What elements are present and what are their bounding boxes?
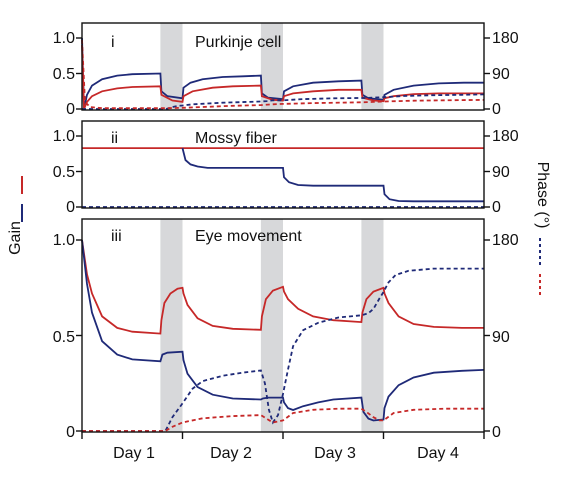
tick-label-left-iii-mid: 0.5 — [53, 329, 75, 346]
shaded-gap-i-2 — [260, 23, 283, 110]
tick-label-left-iii-bottom: 0 — [66, 424, 75, 441]
tick-label-left-i-mid: 0.5 — [53, 66, 75, 83]
tick-label-right-iii-bottom: 0 — [492, 424, 501, 441]
x-tick-label-day4: Day 4 — [417, 445, 459, 462]
panel-frame-ii — [81, 120, 485, 209]
x-tick-label-day1: Day 1 — [113, 445, 155, 462]
shaded-gap-iii-1 — [160, 219, 183, 432]
tick-label-left-ii-mid: 0.5 — [53, 164, 75, 181]
tick-label-left-iii-top: 1.0 — [53, 232, 75, 249]
shaded-gap-iii-3 — [361, 219, 384, 432]
series-i-red-phase-line — [81, 39, 485, 110]
gain-axis-label: Gain — [7, 221, 24, 255]
series-iii-blue-phase-line — [82, 267, 484, 432]
tick-label-right-ii-top: 180 — [492, 128, 519, 145]
shaded-gap-i-1 — [160, 23, 183, 110]
x-tick-label-day2: Day 2 — [210, 445, 252, 462]
series-i-blue-phase-line — [82, 93, 485, 110]
panel-label-i: i — [111, 34, 115, 51]
tick-label-right-iii-mid: 90 — [492, 329, 510, 346]
shaded-gap-iii-2 — [260, 219, 283, 432]
tick-label-left-ii-top: 1.0 — [53, 128, 75, 145]
tick-label-right-ii-bottom: 0 — [492, 199, 501, 216]
axes-layer — [76, 22, 490, 439]
series-iii-blue-gain-line — [81, 239, 485, 422]
tick-label-right-i-mid: 90 — [492, 66, 510, 83]
tick-label-left-i-bottom: 0 — [66, 101, 75, 118]
panel-label-iii: iii — [111, 228, 122, 245]
panel-title-eye: Eye movement — [195, 228, 302, 245]
panel-title-purkinje: Purkinje cell — [195, 34, 281, 51]
tick-label-right-ii-mid: 90 — [492, 164, 510, 181]
series-iii-red-gain-line — [81, 239, 484, 335]
panel-label-ii: ii — [111, 130, 118, 147]
panel-frame-i — [81, 22, 485, 111]
phase-axis-label: Phase (°) — [534, 162, 551, 229]
x-tick-label-day3: Day 3 — [314, 445, 356, 462]
series-i-red-gain-line — [81, 45, 484, 110]
series-iii-red-phase-line — [82, 407, 484, 432]
tick-label-right-iii-top: 180 — [492, 232, 519, 249]
tick-label-left-ii-bottom: 0 — [66, 199, 75, 216]
shading-layer — [160, 23, 384, 432]
tick-label-right-i-top: 180 — [492, 30, 519, 47]
series-layer — [81, 37, 485, 432]
series-ii-blue-gain-line — [181, 147, 484, 203]
tick-label-left-i-top: 1.0 — [53, 30, 75, 47]
panel-title-mossy: Mossy fiber — [195, 130, 277, 147]
tick-label-right-i-bottom: 0 — [492, 101, 501, 118]
shaded-gap-i-3 — [361, 23, 384, 110]
